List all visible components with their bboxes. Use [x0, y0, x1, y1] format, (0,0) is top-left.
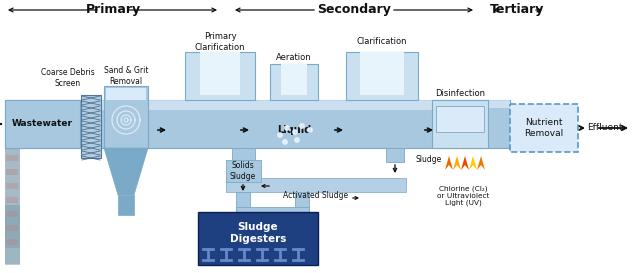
Bar	[5, 148, 20, 248]
Bar	[232, 148, 255, 160]
Polygon shape	[104, 148, 148, 195]
Bar	[226, 178, 406, 192]
Bar	[270, 64, 318, 100]
Circle shape	[278, 133, 283, 137]
Text: Tertiary: Tertiary	[490, 4, 544, 16]
Text: Primary
Clarification: Primary Clarification	[195, 32, 245, 52]
Bar	[81, 95, 101, 158]
Bar	[5, 100, 510, 110]
Circle shape	[293, 130, 297, 134]
Bar	[198, 212, 318, 265]
Text: Aeration: Aeration	[276, 52, 312, 61]
Text: Secondary: Secondary	[317, 4, 391, 16]
Bar	[6, 211, 18, 217]
Bar	[106, 88, 146, 100]
Text: Liquid: Liquid	[277, 125, 311, 135]
Polygon shape	[445, 156, 453, 170]
Bar	[226, 160, 261, 182]
Bar	[5, 148, 20, 264]
Text: Solids
Sludge: Solids Sludge	[230, 161, 256, 181]
Bar	[436, 106, 484, 132]
Bar	[295, 192, 309, 212]
Text: Wastewater: Wastewater	[11, 120, 73, 129]
Text: Primary: Primary	[85, 4, 140, 16]
Text: Disinfection: Disinfection	[435, 88, 485, 97]
Bar	[185, 52, 255, 100]
Text: Sludge
Digesters: Sludge Digesters	[230, 222, 286, 244]
Bar	[6, 239, 18, 245]
Bar	[5, 100, 510, 148]
Bar	[6, 183, 18, 189]
Text: Sand & Grit
Removal: Sand & Grit Removal	[104, 66, 149, 86]
Bar	[6, 225, 18, 231]
Polygon shape	[461, 156, 469, 170]
Polygon shape	[469, 156, 477, 170]
Bar	[510, 104, 578, 152]
Bar	[118, 195, 134, 215]
Text: Nutrient
Removal: Nutrient Removal	[525, 118, 564, 138]
Text: Sludge: Sludge	[415, 155, 441, 164]
Text: Chlorine (Cl₂)
or Ultraviolect
Light (UV): Chlorine (Cl₂) or Ultraviolect Light (UV…	[437, 185, 489, 206]
Bar	[236, 192, 250, 212]
Bar	[200, 52, 240, 95]
Text: Coarse Debris
Screen: Coarse Debris Screen	[41, 68, 95, 88]
Text: Activated Sludge: Activated Sludge	[283, 191, 349, 200]
Circle shape	[295, 138, 299, 142]
Bar	[281, 64, 307, 95]
Bar	[5, 205, 20, 265]
Bar	[386, 148, 404, 162]
Bar	[104, 86, 148, 148]
Bar	[432, 100, 488, 148]
Polygon shape	[453, 156, 461, 170]
Bar	[488, 108, 510, 144]
Text: Effluent: Effluent	[587, 123, 623, 132]
Text: Cl-Cl
Liquid: Cl-Cl Liquid	[446, 109, 475, 129]
Text: Clarification: Clarification	[356, 37, 407, 46]
Circle shape	[283, 140, 287, 144]
Bar	[6, 155, 18, 161]
Bar	[5, 100, 80, 148]
Bar	[360, 52, 404, 95]
Bar	[346, 52, 418, 100]
Circle shape	[285, 126, 289, 130]
Circle shape	[300, 124, 304, 128]
Circle shape	[308, 128, 312, 132]
Bar	[236, 207, 309, 214]
Polygon shape	[477, 156, 485, 170]
Bar	[6, 169, 18, 175]
Bar	[6, 197, 18, 203]
